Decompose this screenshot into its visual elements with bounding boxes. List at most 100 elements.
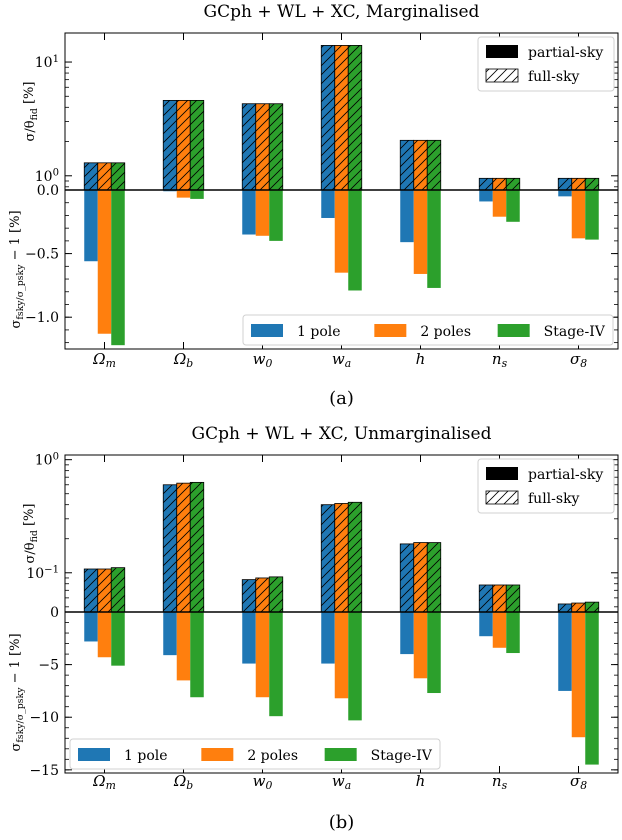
bar-top-hatch [162,99,178,191]
legend-label: 1 pole [124,748,168,764]
bar-top-hatch [492,177,507,191]
bar-bottom [427,190,441,288]
chart-a: GCph + WL + XC, Marginalised (a) 100​ 101​ 0… [8,2,619,409]
bar-top-hatch [97,162,112,191]
ytick-label: 10−1​ [26,565,59,582]
legend-swatch [497,324,530,337]
bar-top-hatch [268,103,284,191]
legend-swatch [324,748,357,761]
legend-label: full-sky [528,69,580,85]
legend-label: 2 poles [420,324,471,340]
xtick-label: Ωm​ [92,350,116,370]
bar-bottom [585,190,599,240]
bar-top-hatch [241,103,257,191]
bar-top-hatch [320,45,336,191]
xtick-label: Ωm​ [92,772,116,792]
bar-top-hatch [413,139,428,191]
bar-bottom [163,612,177,656]
xtick-label: σ8​ [570,772,587,792]
xtick-label: h [416,772,426,790]
bar-top-hatch [110,162,126,191]
bar-bottom [190,190,204,199]
bar-top-hatch [189,99,205,191]
legend-swatch [201,748,234,761]
bar-top-hatch [505,584,521,613]
bar-bottom [479,612,493,637]
bar-top-hatch [505,177,521,191]
xtick-label: h [416,350,426,368]
bar-top-hatch [320,504,336,613]
bar-bottom [348,190,362,291]
legend-label: 2 poles [247,748,298,764]
legend-swatch [251,324,283,337]
chart-title: GCph + WL + XC, Marginalised [204,2,480,22]
xtick-label: Ωb​ [173,350,193,370]
bar-bottom [413,612,428,679]
ylabel-bottom: σfsky/σ_psky​ − 1 [%] [8,633,26,751]
bar-bottom [321,612,335,664]
bar-top-hatch [241,579,257,613]
legend-label: partial-sky [528,45,603,61]
bar-top-hatch [426,139,442,191]
bar-bottom [190,612,204,698]
bar-top-hatch [557,603,573,613]
bar-bottom [558,612,572,691]
bar-bottom [479,190,493,202]
legend-label: partial-sky [528,467,603,483]
ylabel-top: σ/θfid​ [%] [22,504,40,564]
legend-series [242,314,614,346]
bar-top-hatch [176,99,191,191]
ylabel-top: σ/θfid​ [%] [22,82,40,142]
bar-bottom [413,190,428,274]
bar-bottom [269,190,283,241]
bar-bottom [111,612,125,666]
bar-bottom [255,612,270,698]
bar-top-hatch [268,576,284,613]
bar-top-hatch [162,484,178,613]
bar-bottom [506,190,520,222]
bar-bottom [334,612,349,699]
legend-label: 1 pole [297,324,341,340]
bar-bottom [269,612,283,717]
legend-label: Stage-IV [544,324,606,340]
bar-bottom [334,190,349,273]
xtick-label: wa​ [332,772,351,792]
legend-series [69,738,441,770]
bar-top-hatch [584,177,600,191]
bar-top-hatch [189,481,205,613]
xtick-label: w0​ [253,350,273,370]
bar-bottom [176,190,191,198]
bar-top-hatch [83,568,99,613]
xtick-label: ns​ [492,772,508,792]
legend-swatch-full [485,490,519,505]
chart-title: GCph + WL + XC, Unmarginalised [192,424,492,444]
bar-top-hatch [399,543,415,613]
bar-bottom [84,612,98,642]
bar-bottom [492,612,507,648]
bar-bottom [400,190,414,243]
bar-bottom [321,190,335,218]
bar-top-hatch [426,542,442,613]
bar-top-hatch [492,584,507,613]
bar-top-hatch [571,177,586,191]
ytick-label: −1.0 [25,310,59,326]
bar-bottom [255,190,270,236]
bar-top-hatch [97,568,112,613]
ytick-label: −0.5 [25,247,59,263]
bar-top-hatch [399,139,415,191]
bar-top-hatch [83,162,99,191]
bar-bottom [400,612,414,655]
bar-bottom [506,612,520,654]
bar-bottom [348,612,362,721]
bar-bottom [558,190,572,197]
bar-bottom [84,190,98,262]
chart-b: GCph + WL + XC, Unmarginalised (b) 10−1​ 10… [8,424,619,833]
ytick-label: −5 [38,658,59,674]
chart-caption: (b) [329,812,355,833]
legend-swatch [374,324,407,337]
bar-top-hatch [110,567,126,613]
bar-top-hatch [584,601,600,613]
bar-bottom [585,612,599,765]
legend-swatch-partial [486,45,518,58]
xtick-label: w0​ [253,772,273,792]
